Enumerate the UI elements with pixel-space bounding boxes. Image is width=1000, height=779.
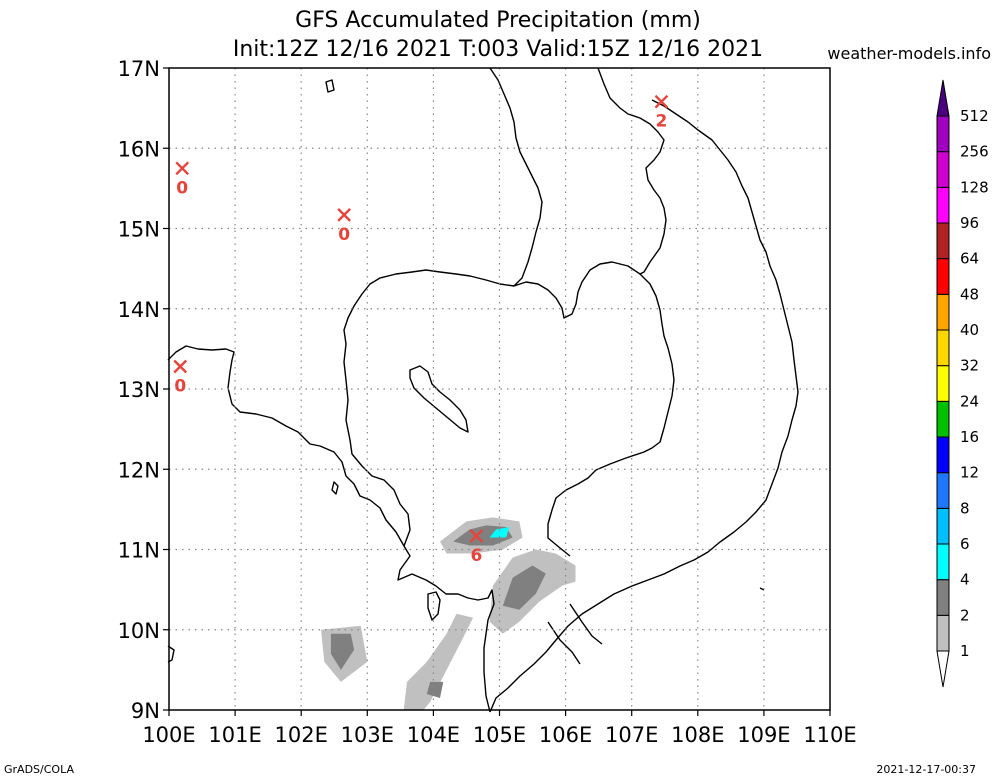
colorbar-box	[936, 258, 950, 295]
colorbar-top-arrow	[936, 79, 950, 117]
lat-tick-label: 12N	[118, 458, 160, 482]
island-phu-quoc	[427, 591, 441, 621]
precip-area-1	[330, 633, 355, 670]
colorbar-box	[936, 472, 950, 509]
colorbar-box	[936, 186, 950, 224]
precip-area-3	[426, 681, 444, 698]
colorbar-level-label: 6	[960, 535, 970, 553]
lon-tick-label: 106E	[539, 723, 592, 747]
station-cross-icon	[175, 161, 190, 176]
lon-tick-label: 105E	[473, 723, 526, 747]
station-marker: 6	[469, 529, 484, 566]
precip-area-8	[489, 527, 510, 538]
colorbar-box	[936, 293, 950, 331]
colorbar-box	[936, 400, 950, 438]
precip-area-2	[403, 613, 474, 710]
lon-tick-label: 110E	[803, 723, 856, 747]
lon-tick-label: 102E	[275, 723, 328, 747]
lon-tick-label: 108E	[671, 723, 724, 747]
colorbar-box	[936, 507, 950, 545]
lat-tick-label: 13N	[118, 378, 160, 402]
lon-tick-label: 107E	[605, 723, 658, 747]
station-value: 2	[656, 112, 668, 132]
precip-layer	[321, 517, 576, 710]
lake-tonle-sap	[409, 365, 469, 433]
station-cross-icon	[654, 94, 669, 109]
colorbar-box	[936, 151, 950, 188]
colorbar-box	[936, 436, 950, 474]
colorbar-level-label: 1	[960, 642, 970, 660]
colorbar-level-label: 96	[960, 214, 979, 232]
island-small-1	[331, 481, 339, 495]
colorbar-level-label: 128	[960, 178, 989, 196]
coastline-vietnam	[489, 99, 799, 713]
chart-subtitle: Init:12Z 12/16 2021 T:003 Valid:15Z 12/1…	[232, 37, 764, 62]
colorbar-box	[936, 115, 950, 153]
colorbar-level-label: 4	[960, 571, 970, 589]
border-laos-vietnam	[597, 67, 667, 275]
colorbar-box	[936, 614, 950, 652]
station-cross-icon	[173, 359, 188, 374]
colorbar-level-label: 48	[960, 285, 979, 303]
colorbar-level-label: 16	[960, 428, 979, 446]
lon-tick-label: 109E	[737, 723, 790, 747]
lat-tick-label: 10N	[118, 619, 160, 643]
colorbar-level-label: 2	[960, 606, 970, 624]
colorbar-box	[936, 543, 950, 581]
lat-tick-label: 11N	[118, 539, 160, 563]
station-cross-icon	[337, 208, 352, 222]
lat-tick-label: 9N	[131, 699, 160, 723]
footer-software: GrADS/COLA	[4, 763, 74, 776]
lat-tick-label: 17N	[118, 57, 160, 81]
coastline-border-layer	[167, 67, 799, 713]
island-small-4	[759, 587, 765, 591]
colorbar-box	[936, 329, 950, 367]
lat-tick-label: 14N	[118, 298, 160, 322]
colorbar-level-label: 12	[960, 464, 979, 482]
colorbar-level-label: 40	[960, 321, 979, 339]
colorbar-level-label: 24	[960, 392, 979, 410]
colorbar-level-label: 64	[960, 250, 979, 268]
precip-area-5	[502, 565, 546, 610]
station-layer: 0 0 0 2 6	[173, 94, 669, 566]
lon-tick-label: 101E	[208, 723, 261, 747]
border-laos-thailand	[489, 67, 543, 287]
station-value: 6	[470, 546, 482, 566]
river-bassac	[569, 603, 603, 645]
island-small-3	[167, 645, 175, 663]
axis-layer: 100E 101E 102E 103E 104E 105E 106E 107E 108E 109E…	[118, 57, 857, 747]
colorbar-level-label: 512	[960, 107, 989, 125]
footer-timestamp: 2021-12-17-00:37	[876, 763, 976, 776]
colorbar-level-label: 8	[960, 499, 970, 517]
website-label: weather-models.info	[827, 44, 991, 63]
border-cambodia	[343, 261, 675, 557]
colorbar-bottom-arrow	[936, 650, 950, 688]
lat-tick-label: 15N	[118, 218, 160, 242]
island-small-2	[325, 79, 335, 93]
lon-tick-label: 100E	[142, 723, 195, 747]
coastline-thailand	[167, 345, 495, 713]
station-marker: 0	[175, 161, 190, 198]
station-cross-icon	[469, 529, 484, 543]
station-marker: 0	[173, 359, 188, 397]
station-marker: 0	[337, 208, 352, 245]
lon-tick-label: 103E	[341, 723, 394, 747]
river-mekong	[547, 621, 581, 665]
station-value: 0	[174, 377, 186, 397]
lon-tick-label: 104E	[407, 723, 460, 747]
station-value: 0	[176, 178, 188, 198]
station-value: 0	[338, 225, 350, 245]
chart-title: GFS Accumulated Precipitation (mm)	[295, 8, 701, 33]
colorbar-box	[936, 365, 950, 402]
colorbar-box	[936, 579, 950, 616]
colorbar-level-label: 256	[960, 143, 989, 161]
lat-tick-label: 16N	[118, 137, 160, 161]
colorbar-level-label: 32	[960, 357, 979, 375]
colorbar-box	[936, 222, 950, 260]
station-marker: 2	[654, 94, 669, 132]
